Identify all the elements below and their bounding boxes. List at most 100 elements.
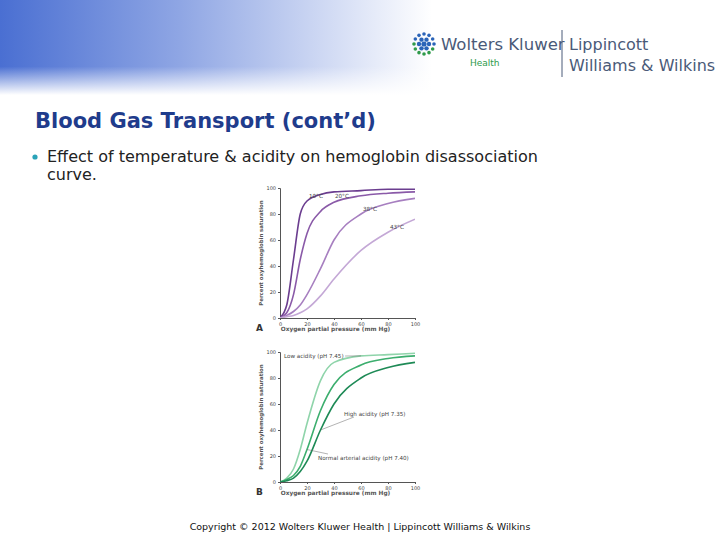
tick-label: 20 (270, 453, 276, 459)
logo-dot (417, 51, 421, 55)
logo-dot (431, 47, 435, 51)
tick-label: 0 (273, 315, 276, 321)
tick-mark (278, 404, 280, 405)
y-axis: 0 20 40 60 80 100 (266, 349, 280, 485)
series-line (280, 353, 415, 482)
axis-line (278, 353, 281, 483)
label-leader (321, 417, 355, 430)
x-axis-title: Oxygen partial pressure (mm Hg) (281, 326, 391, 333)
banner-fade (0, 0, 720, 95)
tick-label: 40 (270, 427, 276, 433)
logo-dot (414, 37, 418, 41)
tick-label: 100 (266, 185, 276, 191)
tick-label: 80 (270, 211, 276, 217)
plot-area (280, 353, 415, 482)
logo-dot (417, 42, 421, 46)
logo-dot (414, 47, 418, 51)
label-leader (307, 450, 328, 455)
y-axis-title: Percent oxyhemoglobin saturation (258, 200, 265, 305)
logo-dot (417, 34, 421, 38)
logo-imprint: Lippincott (569, 35, 648, 54)
banner (0, 0, 720, 95)
tick-mark (278, 378, 280, 379)
tick-label: 40 (270, 263, 276, 269)
axis-line (281, 319, 416, 321)
logo-dot (427, 42, 431, 46)
logo-division: Health (470, 58, 500, 68)
tick-mark (278, 430, 280, 431)
tick: 40 (270, 427, 280, 433)
tick: 100 (266, 349, 280, 355)
series-line (280, 219, 415, 318)
axis-line (278, 189, 281, 319)
tick-label: 0 (273, 479, 276, 485)
series-line (280, 362, 415, 482)
series-labels: Low acidity (pH 7.45) Normal arterial aci… (284, 353, 409, 462)
slide-canvas: Wolters Kluwer Health Lippincott Williams &… (0, 0, 720, 540)
logo-dot (419, 46, 423, 50)
plot-area (280, 189, 415, 318)
tick: 80 (270, 211, 280, 217)
tick-label: 100 (411, 485, 421, 491)
tick: 80 (270, 375, 280, 381)
logo-dot (427, 51, 431, 55)
tick-mark (278, 292, 280, 293)
tick-mark (278, 318, 280, 319)
logo-dot (431, 37, 435, 41)
tick: 100 (411, 318, 421, 327)
series-line (280, 192, 415, 318)
bullet-text: Effect of temperature & acidity on hemog… (47, 147, 538, 166)
tick: 20 (270, 289, 280, 295)
logo-divider (562, 30, 563, 77)
tick-mark (278, 240, 280, 241)
series-line (280, 356, 415, 482)
tick-label: 100 (266, 349, 276, 355)
y-axis-title: Percent oxyhemoglobin saturation (258, 364, 265, 469)
series-label: Normal arterial acidity (pH 7.40) (318, 455, 409, 462)
tick-mark (278, 188, 280, 189)
tick: 20 (270, 453, 280, 459)
tick: 40 (270, 263, 280, 269)
series-labels: 10°C 20°C 38°C 43°C (309, 193, 404, 230)
tick-mark (278, 482, 280, 483)
y-axis: 0 20 40 60 80 100 (266, 185, 280, 321)
tick-mark (278, 266, 280, 267)
tick-mark (278, 214, 280, 215)
x-axis-title: Oxygen partial pressure (mm Hg) (281, 490, 391, 497)
tick-label: 100 (411, 321, 421, 327)
series-label: 43°C (390, 224, 404, 230)
series-line (280, 189, 415, 318)
slide: Wolters Kluwer Health Lippincott Williams &… (0, 0, 720, 540)
series-label: Low acidity (pH 7.45) (284, 353, 344, 360)
series-label: 38°C (363, 206, 377, 212)
panel-label: A (256, 323, 263, 333)
tick-label: 20 (270, 289, 276, 295)
tick: 100 (266, 185, 280, 191)
tick-mark (278, 456, 280, 457)
panel-label: B (256, 487, 263, 497)
logo-dot (422, 52, 426, 56)
tick-label: 60 (270, 237, 276, 243)
series-line (280, 198, 415, 318)
series-label: 10°C (309, 193, 323, 199)
chart: 020406080100020406080100Percent oxyhemog… (256, 349, 420, 497)
series-label: 20°C (335, 193, 349, 199)
tick: 60 (270, 401, 280, 407)
bullet-text: curve. (47, 165, 97, 184)
logo-dot (419, 37, 423, 41)
logo-dot (422, 32, 426, 36)
footer: Copyright © 2012 Wolters Kluwer Health |… (190, 521, 531, 532)
bullet-marker (32, 154, 37, 159)
logo-imprint: Williams & Wilkins (569, 56, 715, 75)
label-leader (345, 355, 361, 356)
tick: 60 (270, 237, 280, 243)
logo-icon (412, 32, 436, 56)
logo-dot (424, 46, 428, 50)
slide-title: Blood Gas Transport (cont’d) (35, 109, 376, 133)
series-label: High acidity (pH 7.35) (344, 411, 405, 418)
logo-dot (432, 42, 436, 46)
tick-label: 60 (270, 401, 276, 407)
logo-dot (412, 42, 416, 46)
logo-company: Wolters Kluwer (441, 35, 565, 54)
logo-dot (427, 34, 431, 38)
